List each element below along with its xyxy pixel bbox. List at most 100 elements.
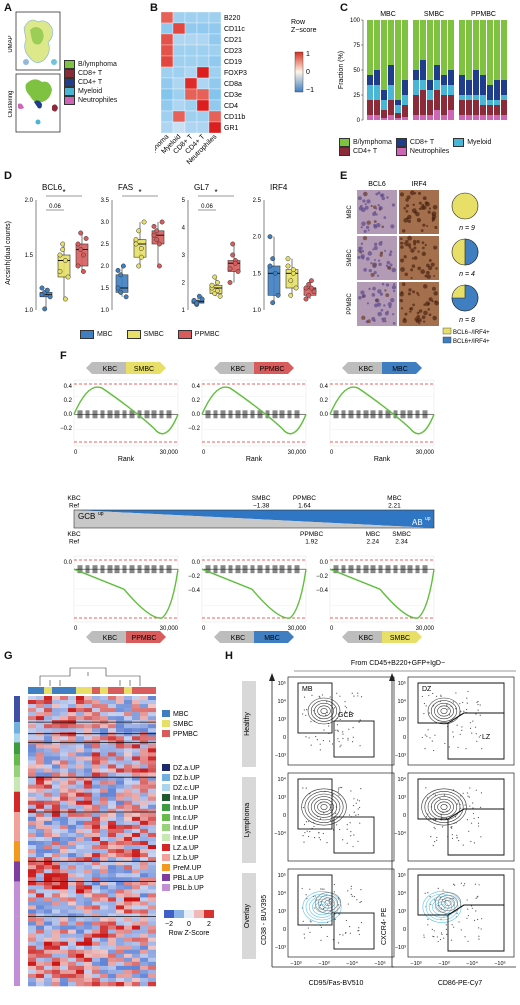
event-dot bbox=[448, 714, 451, 716]
row-label: CD4 bbox=[224, 103, 238, 110]
heatmap-cell bbox=[148, 704, 156, 709]
event-dot bbox=[311, 694, 313, 696]
y-tick-label: 0.0 bbox=[192, 412, 201, 418]
heatmap-cell bbox=[140, 820, 148, 826]
legend-swatch bbox=[162, 874, 170, 881]
heatmap-cell bbox=[92, 961, 100, 967]
heatmap-cell bbox=[124, 917, 132, 922]
heatmap-cell bbox=[116, 973, 124, 979]
heatmap-cell bbox=[172, 22, 186, 35]
ihc-cell bbox=[417, 191, 422, 195]
heatmap-cell bbox=[36, 937, 44, 942]
ihc-cell bbox=[433, 291, 438, 296]
heatmap-cell bbox=[36, 893, 44, 898]
density-contour bbox=[320, 708, 328, 714]
event-dot bbox=[445, 928, 447, 930]
heatmap-cell bbox=[132, 941, 140, 947]
heatmap-cell bbox=[172, 88, 186, 101]
heatmap-cell bbox=[36, 704, 44, 709]
ihc-cell bbox=[426, 225, 429, 228]
heatmap-cell bbox=[92, 965, 100, 971]
heatmap-cell bbox=[140, 728, 148, 733]
heatmap-cell bbox=[132, 881, 140, 886]
heatmap-cell bbox=[44, 913, 52, 918]
event-dot bbox=[478, 927, 480, 929]
stacked-bar-segment bbox=[367, 85, 373, 100]
heatmap-cell bbox=[52, 873, 60, 878]
y-tick-label: 10⁵ bbox=[398, 680, 406, 687]
event-dot bbox=[473, 817, 475, 820]
legend-swatch bbox=[162, 720, 170, 727]
legend-swatch bbox=[162, 794, 170, 801]
event-dot bbox=[425, 787, 427, 789]
stacked-bar-segment bbox=[473, 100, 479, 115]
heatmap-cell bbox=[196, 99, 210, 112]
sample-annotation bbox=[108, 687, 116, 694]
heatmap-cell bbox=[148, 841, 156, 846]
heatmap-cell bbox=[60, 812, 68, 818]
density-contour bbox=[444, 900, 452, 906]
y-tick-label: 25 bbox=[353, 93, 360, 99]
heatmap-cell bbox=[44, 885, 52, 890]
density-contour bbox=[320, 804, 328, 810]
ihc-cell bbox=[360, 226, 363, 229]
heatmap-cell bbox=[140, 704, 148, 709]
heatmap-cell bbox=[92, 845, 100, 850]
stacked-bar-segment bbox=[395, 113, 401, 118]
heatmap-cell bbox=[100, 800, 108, 806]
event-dot bbox=[453, 926, 455, 928]
heatmap-cell bbox=[148, 836, 156, 842]
heatmap-cell bbox=[208, 88, 222, 101]
heatmap-cell bbox=[140, 905, 148, 910]
legend-swatch bbox=[162, 834, 170, 841]
row-label: CD21 bbox=[224, 37, 242, 44]
heatmap-cell bbox=[148, 816, 156, 822]
ihc-cell bbox=[383, 317, 387, 321]
event-dot bbox=[428, 694, 430, 697]
density-contour bbox=[427, 793, 461, 821]
heatmap-cell bbox=[140, 828, 148, 834]
event-dot bbox=[348, 728, 350, 730]
heatmap-cell bbox=[60, 881, 68, 886]
event-dot bbox=[460, 929, 462, 931]
heatmap-cell bbox=[116, 877, 124, 882]
heatmap-cell bbox=[44, 869, 52, 874]
arrow-right bbox=[126, 362, 166, 374]
event-dot bbox=[432, 935, 434, 937]
heatmap-cell bbox=[148, 897, 156, 902]
gene-set-annotation bbox=[14, 791, 20, 812]
heatmap-cell bbox=[208, 99, 222, 112]
data-point bbox=[57, 252, 63, 258]
event-dot bbox=[302, 713, 304, 715]
heatmap-cell bbox=[68, 917, 76, 922]
heatmap-cell bbox=[148, 788, 156, 793]
heatmap-cell bbox=[68, 792, 76, 797]
heatmap-cell bbox=[132, 832, 140, 838]
event-dot bbox=[339, 933, 341, 936]
heatmap-cell bbox=[108, 784, 116, 789]
heatmap-cell bbox=[208, 55, 222, 68]
heatmap-cell bbox=[84, 768, 92, 773]
legend-swatch bbox=[162, 814, 170, 821]
heatmap-cell bbox=[92, 941, 100, 947]
ihc-cell bbox=[387, 266, 392, 270]
heatmap-cell bbox=[44, 760, 52, 765]
y-tick-label: 2.0 bbox=[253, 235, 262, 241]
heatmap-cell bbox=[44, 732, 52, 737]
heatmap-cell bbox=[60, 832, 68, 838]
y-tick-label: 75 bbox=[353, 43, 360, 49]
panel-b: B220 CD11c CD21 CD23 CD19 FOXP3 CD8a CD3e CD4 CD1… bbox=[138, 8, 335, 168]
event-dot bbox=[455, 707, 457, 710]
event-dot bbox=[480, 792, 483, 794]
heatmap-cell bbox=[44, 889, 52, 894]
scale-label: MBC bbox=[366, 531, 381, 538]
heatmap-cell bbox=[148, 820, 156, 826]
heatmap-cell bbox=[68, 937, 76, 942]
heatmap-cell bbox=[28, 929, 36, 934]
heatmap-cell bbox=[36, 925, 44, 930]
heatmap-cell bbox=[76, 708, 84, 713]
event-dot bbox=[360, 889, 362, 891]
heatmap-cell bbox=[100, 981, 108, 987]
heatmap-cell bbox=[44, 804, 52, 810]
density-contour bbox=[301, 788, 347, 826]
